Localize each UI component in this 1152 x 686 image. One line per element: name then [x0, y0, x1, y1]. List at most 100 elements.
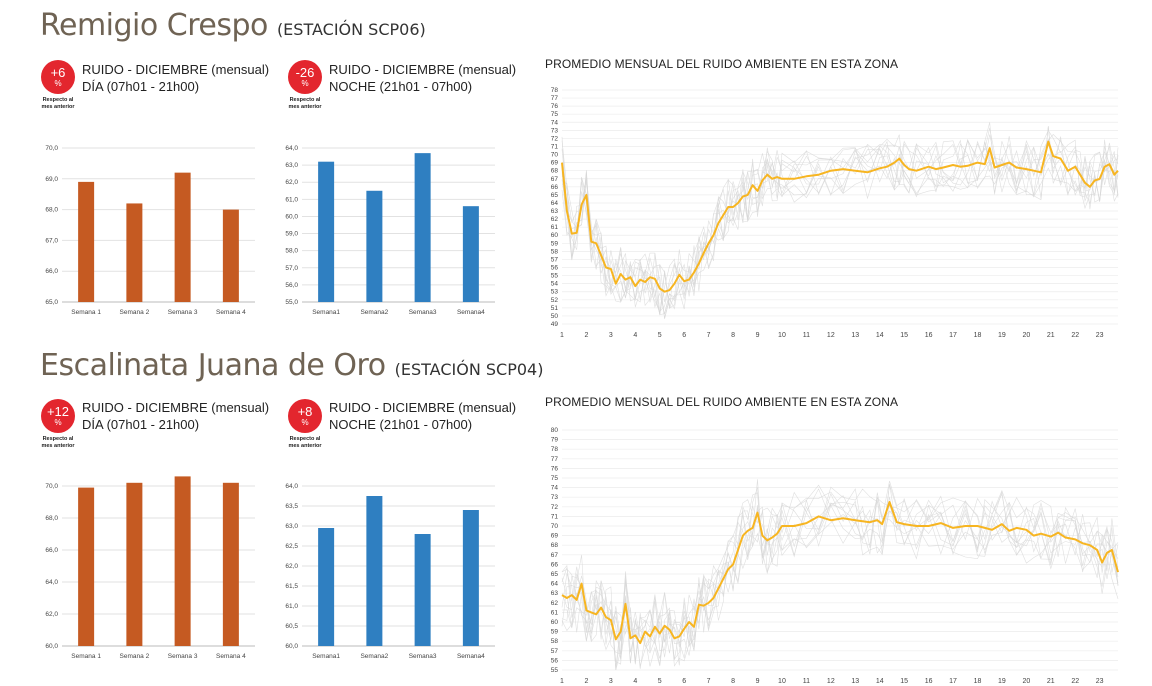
note-line: mes anterior: [41, 442, 75, 449]
y-tick-label: 67: [551, 176, 559, 183]
night-kpi-label: RUIDO - DICIEMBRE (mensual) NOCHE (21h01…: [329, 399, 516, 433]
y-tick-label: 69: [551, 160, 559, 167]
x-tick-label: Semana 3: [168, 653, 198, 660]
night-change-badge: -26 %: [288, 60, 322, 94]
x-tick-label: Semana 2: [120, 309, 150, 316]
y-tick-label: 61,5: [285, 583, 298, 590]
x-tick-label: 22: [1071, 332, 1079, 339]
kpi-line: NOCHE (21h01 - 07h00): [329, 417, 473, 432]
note-line: Respecto al: [289, 97, 321, 103]
day-change-note: Respecto al mes anterior: [36, 97, 80, 110]
x-tick-label: 1: [560, 332, 564, 339]
y-tick-label: 63,0: [285, 523, 298, 530]
y-tick-label: 73: [551, 127, 559, 134]
x-tick-label: 16: [925, 678, 933, 685]
y-tick-label: 68: [551, 542, 559, 549]
y-tick-label: 63: [551, 590, 559, 597]
y-tick-label: 79: [551, 437, 559, 444]
x-tick-label: 21: [1047, 678, 1055, 685]
daily-trace-line: [561, 126, 1119, 303]
x-tick-label: Semana 4: [216, 309, 246, 316]
x-tick-label: 23: [1096, 678, 1104, 685]
y-tick-label: 64,0: [45, 579, 58, 586]
bar: [462, 206, 479, 302]
bar: [414, 534, 431, 646]
y-tick-label: 61,0: [285, 603, 298, 610]
station-code: (ESTACIÓN SCP06): [276, 20, 426, 39]
y-tick-label: 72: [551, 504, 559, 511]
x-tick-label: 2: [584, 678, 588, 685]
y-tick-label: 65: [551, 192, 559, 199]
x-tick-label: 12: [827, 332, 835, 339]
x-tick-label: Semana2: [360, 309, 388, 316]
x-tick-label: 10: [778, 678, 786, 685]
y-tick-label: 64,0: [285, 145, 298, 152]
night-change-value: -26: [295, 65, 315, 80]
day-kpi-label: RUIDO - DICIEMBRE (mensual) DÍA (07h01 -…: [82, 399, 269, 433]
y-tick-label: 68: [551, 168, 559, 175]
station-code: (ESTACIÓN SCP04): [394, 360, 544, 379]
y-tick-label: 70,0: [45, 483, 58, 490]
bar: [318, 528, 335, 646]
y-tick-label: 59: [551, 240, 559, 247]
y-tick-label: 57: [551, 648, 559, 655]
bar: [366, 190, 383, 302]
y-tick-label: 55: [551, 667, 559, 674]
y-tick-label: 68,0: [45, 207, 58, 214]
profile-line-chart: 4950515253545556575859606162636465666768…: [551, 87, 1119, 339]
x-tick-label: 18: [974, 678, 982, 685]
profile-line-chart: 5556575859606162636465666768697071727374…: [551, 427, 1119, 685]
y-tick-label: 51: [551, 305, 559, 312]
y-tick-label: 61: [551, 609, 559, 616]
kpi-line: RUIDO - DICIEMBRE (mensual): [82, 400, 270, 415]
x-tick-label: 15: [900, 678, 908, 685]
average-line: [561, 140, 1119, 293]
y-tick-label: 77: [551, 456, 559, 463]
day-change-badge: +6 %: [41, 60, 75, 94]
x-tick-label: 4: [633, 678, 637, 685]
x-tick-label: 11: [803, 332, 810, 339]
y-tick-label: 78: [551, 87, 559, 94]
y-tick-label: 60: [551, 619, 559, 626]
station-title: Escalinata Juana de Oro (ESTACIÓN SCP04): [40, 348, 543, 383]
station-title: Remigio Crespo (ESTACIÓN SCP06): [40, 8, 426, 43]
y-tick-label: 72: [551, 135, 559, 142]
y-tick-label: 53: [551, 289, 559, 296]
y-tick-label: 76: [551, 103, 559, 110]
y-tick-label: 57: [551, 256, 559, 263]
y-tick-label: 56: [551, 265, 559, 272]
x-tick-label: Semana1: [312, 653, 340, 660]
y-tick-label: 62,0: [45, 611, 58, 618]
note-line: Respecto al: [42, 97, 74, 103]
y-tick-label: 62: [551, 216, 559, 223]
daily-trace-line: [561, 479, 1119, 664]
y-tick-label: 65,0: [45, 299, 58, 306]
profile-chart-title: PROMEDIO MENSUAL DEL RUIDO AMBIENTE EN E…: [545, 57, 899, 71]
y-tick-label: 70: [551, 152, 559, 159]
bar: [78, 487, 95, 646]
kpi-line: DÍA (07h01 - 21h00): [82, 79, 200, 94]
kpi-line: RUIDO - DICIEMBRE (mensual): [82, 62, 270, 77]
x-tick-label: 20: [1022, 332, 1030, 339]
y-tick-label: 75: [551, 475, 559, 482]
y-tick-label: 66,0: [45, 268, 58, 275]
bar: [222, 482, 239, 646]
y-tick-label: 68,0: [45, 515, 58, 522]
bar: [174, 476, 191, 646]
y-tick-label: 64,0: [285, 483, 298, 490]
kpi-line: DÍA (07h01 - 21h00): [82, 417, 200, 432]
y-tick-label: 64: [551, 581, 559, 588]
y-tick-label: 63,5: [285, 503, 298, 510]
y-tick-label: 58: [551, 248, 559, 255]
y-tick-label: 65: [551, 571, 559, 578]
day-kpi-label: RUIDO - DICIEMBRE (mensual) DÍA (07h01 -…: [82, 61, 269, 95]
x-tick-label: 3: [609, 678, 613, 685]
day-change-badge: +12 %: [41, 399, 75, 433]
night-change-badge: +8 %: [288, 399, 322, 433]
y-tick-label: 70: [551, 523, 559, 530]
y-tick-label: 66: [551, 561, 559, 568]
note-line: mes anterior: [288, 103, 322, 110]
kpi-line: NOCHE (21h01 - 07h00): [329, 79, 473, 94]
x-tick-label: 9: [756, 332, 760, 339]
y-tick-label: 57,0: [285, 265, 298, 272]
